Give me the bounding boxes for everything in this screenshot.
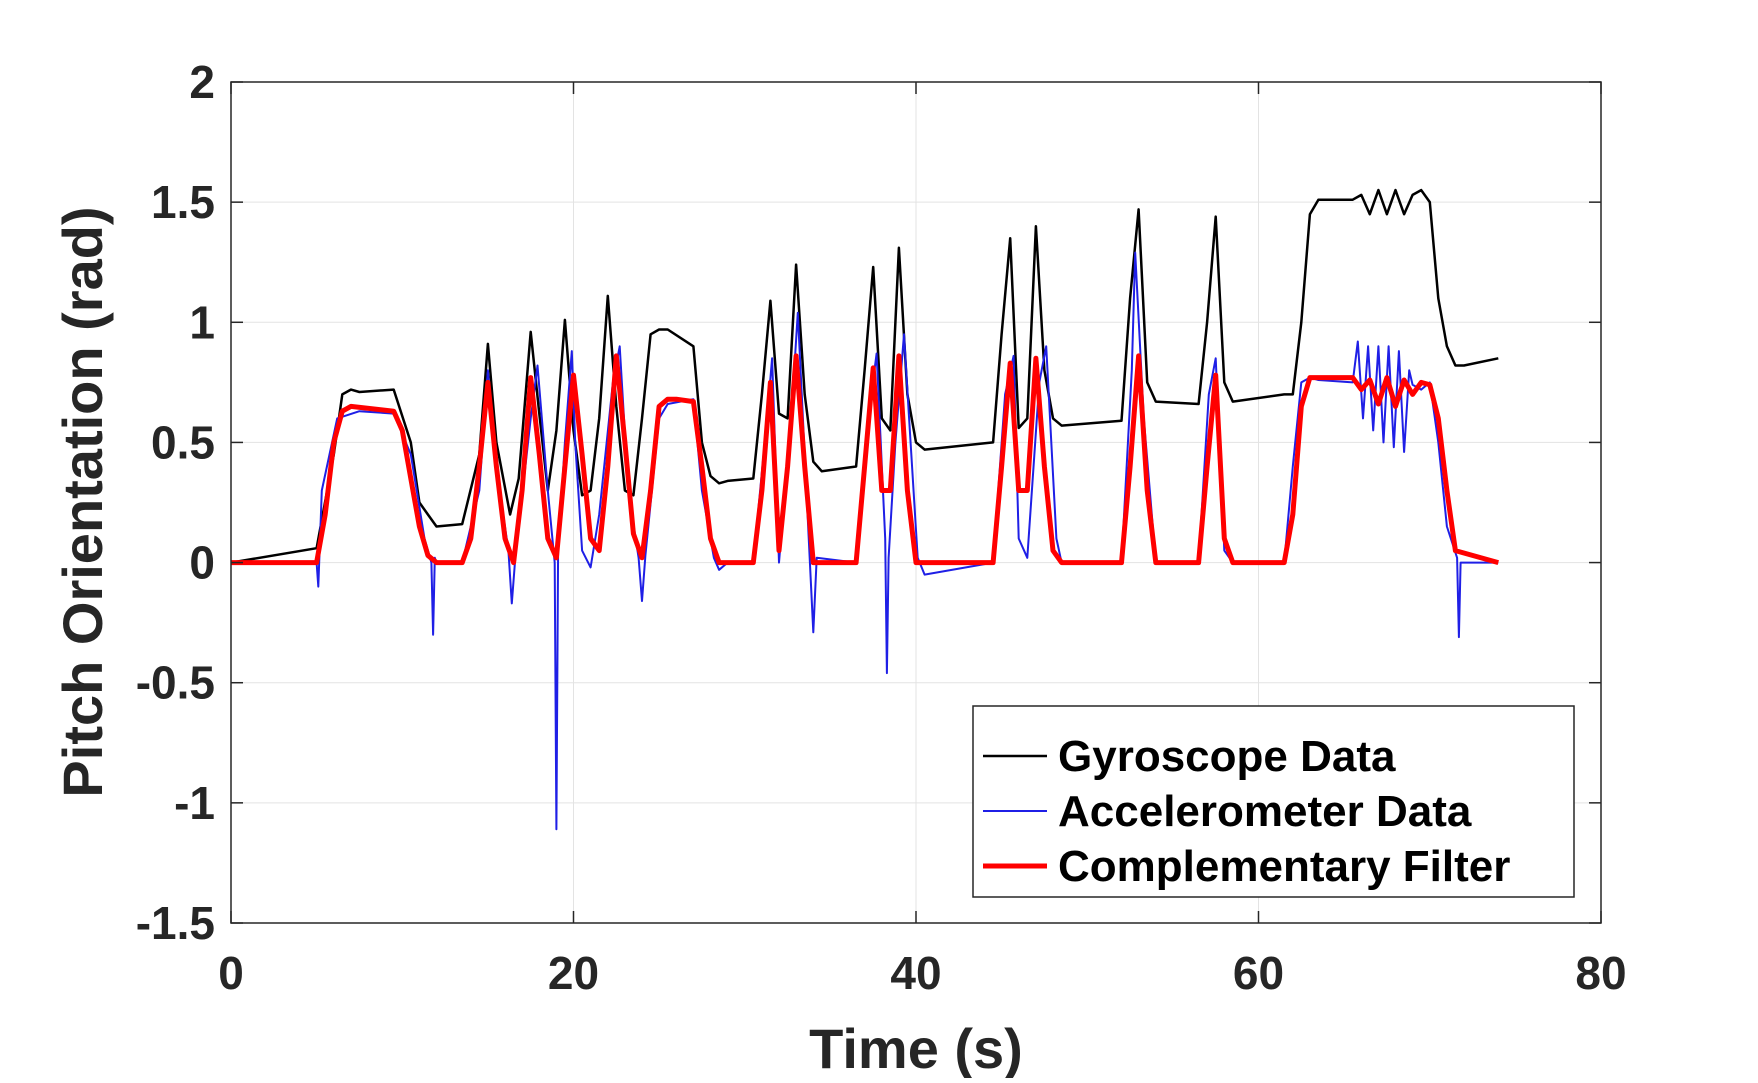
legend-box bbox=[972, 705, 1575, 898]
y-tick-label: 1 bbox=[189, 296, 215, 348]
legend-label-accelerometer-data: Accelerometer Data bbox=[1058, 787, 1472, 836]
y-tick-label: -1 bbox=[174, 777, 215, 829]
x-tick-label: 0 bbox=[218, 947, 244, 999]
x-tick-label: 80 bbox=[1575, 947, 1626, 999]
legend-label-gyroscope-data: Gyroscope Data bbox=[1058, 732, 1396, 781]
y-tick-label: -1.5 bbox=[136, 897, 215, 949]
series-line-complementary-filter bbox=[231, 353, 1499, 566]
y-tick-label: 2 bbox=[189, 56, 215, 108]
x-tick-label: 40 bbox=[890, 947, 941, 999]
series-line-gyroscope-data bbox=[230, 188, 1499, 564]
legend-items: Gyroscope Data Accelerometer Data Compleme… bbox=[983, 732, 1510, 891]
x-axis-label: Time (s) bbox=[809, 1017, 1023, 1078]
y-tick-label: 0 bbox=[189, 537, 215, 589]
y-tick-label: -0.5 bbox=[136, 657, 215, 709]
legend: Gyroscope Data Accelerometer Data Compleme… bbox=[972, 705, 1575, 898]
y-axis-label: Pitch Orientation (rad) bbox=[51, 206, 114, 797]
ticks: 0 20 40 60 80 -1.5 -1 -0.5 0 0.5 1 1.5 2 bbox=[136, 56, 1627, 999]
series-layer bbox=[230, 188, 1499, 831]
legend-label-complementary-filter: Complementary Filter bbox=[1058, 842, 1510, 891]
x-tick-label: 20 bbox=[548, 947, 599, 999]
x-tick-label: 60 bbox=[1233, 947, 1284, 999]
y-tick-label: 1.5 bbox=[151, 176, 215, 228]
y-tick-label: 0.5 bbox=[151, 416, 215, 468]
